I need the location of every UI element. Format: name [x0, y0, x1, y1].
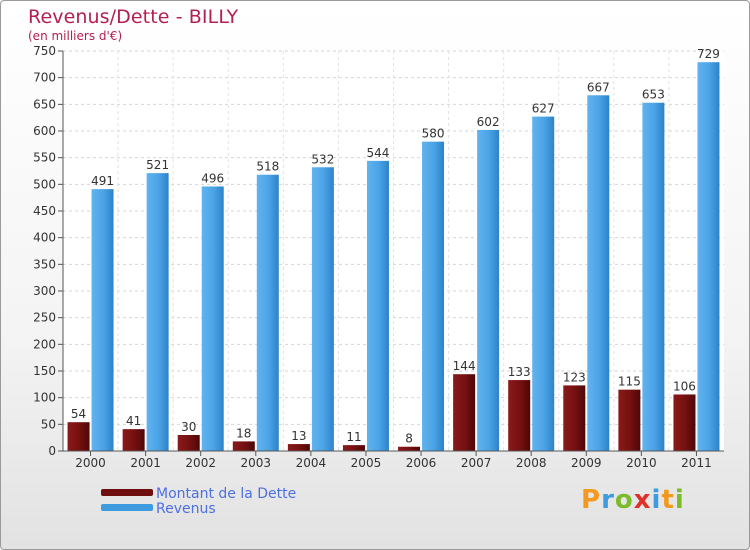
revenue-value-label: 580 [422, 127, 445, 141]
revenue-value-label: 667 [587, 80, 610, 94]
debt-value-label: 115 [618, 375, 641, 389]
debt-bar [287, 444, 310, 451]
x-tick-label: 2000 [75, 456, 106, 470]
debt-value-label: 18 [236, 426, 251, 440]
y-tick-label: 100 [33, 391, 56, 405]
logo-letter: r [601, 485, 615, 515]
revenue-value-label: 521 [146, 158, 169, 172]
debt-value-label: 106 [673, 379, 696, 393]
debt-bar [398, 446, 421, 451]
revenue-value-label: 602 [477, 115, 500, 129]
x-tick-label: 2011 [681, 456, 712, 470]
debt-bar [618, 389, 641, 451]
x-tick-label: 2003 [241, 456, 272, 470]
debt-value-label: 133 [508, 365, 531, 379]
debt-bar [177, 435, 200, 451]
revenue-bar [146, 173, 169, 451]
x-tick-label: 2005 [351, 456, 382, 470]
chart-subtitle: (en milliers d'€) [28, 29, 123, 43]
revenue-value-label: 627 [532, 102, 555, 116]
y-tick-label: 350 [33, 257, 56, 271]
logo-letter: i [651, 485, 662, 515]
revenue-bar [422, 141, 445, 451]
revenue-bar [532, 116, 555, 451]
legend-label-debt: Montant de la Dette [156, 486, 297, 502]
revenue-bar [256, 174, 279, 451]
proxiti-logo: Proxiti [581, 485, 685, 515]
chart-title: Revenus/Dette - BILLY [28, 6, 239, 28]
revenue-bar [201, 186, 224, 451]
revenue-bar [91, 189, 114, 451]
debt-value-label: 30 [181, 420, 196, 434]
revenue-bar [697, 62, 720, 451]
y-tick-label: 50 [41, 417, 56, 431]
debt-bar [67, 422, 90, 451]
logo-letter: P [581, 485, 602, 515]
x-tick-label: 2001 [130, 456, 161, 470]
debt-value-label: 123 [563, 370, 586, 384]
x-tick-label: 2004 [296, 456, 327, 470]
revenue-value-label: 491 [91, 174, 114, 188]
revenue-value-label: 496 [201, 171, 224, 185]
y-tick-label: 500 [33, 177, 56, 191]
debt-bar [122, 429, 145, 451]
logo-letter: t [661, 485, 675, 515]
x-tick-label: 2009 [571, 456, 602, 470]
revenue-value-label: 653 [642, 88, 665, 102]
revenue-bar [587, 95, 610, 452]
y-tick-label: 0 [48, 444, 56, 458]
x-tick-label: 2006 [406, 456, 437, 470]
debt-value-label: 54 [71, 407, 86, 421]
legend-swatch-debt [101, 489, 153, 496]
debt-value-label: 13 [291, 429, 306, 443]
debt-bar [342, 445, 365, 451]
logo-letter: x [633, 485, 652, 515]
x-tick-label: 2002 [185, 456, 216, 470]
y-tick-label: 600 [33, 124, 56, 138]
debt-value-label: 8 [405, 432, 413, 446]
y-tick-label: 300 [33, 284, 56, 298]
debt-value-label: 11 [346, 430, 361, 444]
x-tick-label: 2010 [626, 456, 657, 470]
y-tick-label: 650 [33, 97, 56, 111]
revenue-value-label: 532 [311, 152, 334, 166]
revenue-bar [477, 129, 500, 451]
logo-letter: i [674, 485, 685, 515]
revenue-value-label: 729 [697, 47, 720, 61]
revenue-bar [642, 102, 665, 451]
revenue-value-label: 518 [256, 160, 279, 174]
x-tick-label: 2008 [516, 456, 547, 470]
legend-swatch-revenue [101, 504, 153, 511]
y-tick-label: 150 [33, 364, 56, 378]
debt-value-label: 41 [126, 414, 141, 428]
debt-bar [232, 441, 255, 451]
y-tick-label: 250 [33, 311, 56, 325]
debt-value-label: 144 [453, 359, 476, 373]
revenue-bar [366, 160, 389, 451]
y-tick-label: 450 [33, 204, 56, 218]
debt-bar [453, 374, 476, 451]
debt-bar [563, 385, 586, 451]
x-tick-label: 2007 [461, 456, 492, 470]
y-tick-label: 200 [33, 337, 56, 351]
y-tick-label: 700 [33, 71, 56, 85]
revenue-bar [311, 167, 334, 451]
y-tick-label: 550 [33, 151, 56, 165]
debt-bar [673, 394, 696, 451]
legend-label-revenue: Revenus [156, 501, 216, 517]
logo-letter: o [614, 485, 634, 515]
debt-bar [508, 380, 531, 451]
y-tick-label: 750 [33, 44, 56, 58]
revenue-value-label: 544 [367, 146, 390, 160]
y-tick-label: 400 [33, 231, 56, 245]
